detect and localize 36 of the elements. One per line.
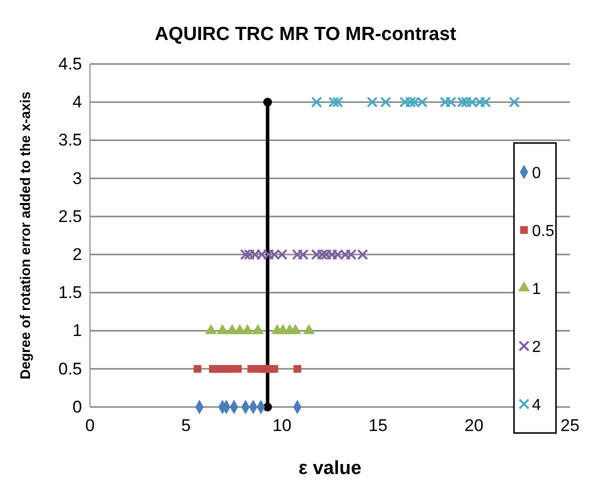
- y-tick-label: 4.5: [58, 54, 82, 74]
- point: [508, 96, 520, 108]
- point: [328, 96, 340, 108]
- point: [366, 96, 378, 108]
- legend-label: 0: [532, 165, 541, 182]
- point: [332, 96, 344, 108]
- x-tick-label: 0: [85, 416, 95, 436]
- y-tick-label: 1.5: [58, 283, 82, 302]
- point: [270, 365, 278, 373]
- x-tick-label: 15: [368, 416, 388, 436]
- y-tick-label: 2: [72, 244, 82, 264]
- legend-label: 2: [532, 339, 541, 356]
- legend-label: 1: [532, 281, 541, 298]
- chart-title: AQUIRC TRC MR TO MR-contrast: [154, 24, 457, 45]
- point: [311, 96, 322, 108]
- point: [263, 98, 272, 106]
- x-tick-label: 25: [560, 416, 580, 436]
- point: [194, 365, 202, 373]
- point: [380, 96, 392, 108]
- y-tick-label: 0.5: [58, 359, 82, 378]
- y-tick-label: 3.5: [58, 130, 82, 150]
- y-tick-label: 3: [72, 168, 82, 188]
- x-tick-label: 5: [181, 416, 191, 436]
- y-tick-label: 4: [72, 92, 82, 112]
- point: [263, 402, 272, 412]
- legend-label: 0.5: [532, 223, 554, 240]
- y-tick-label: 1: [72, 321, 82, 340]
- x-tick-label: 20: [464, 416, 484, 436]
- legend-label: 4: [532, 397, 541, 414]
- x-tick-label: 10: [272, 416, 292, 436]
- point: [234, 365, 242, 373]
- y-tick-label: 2.5: [58, 206, 82, 226]
- point: [293, 365, 302, 373]
- x-axis-title: ε value: [298, 458, 362, 479]
- y-tick-label: 0: [72, 397, 82, 416]
- y-axis-title: Degree of rotation error added to the x-axis: [17, 91, 33, 380]
